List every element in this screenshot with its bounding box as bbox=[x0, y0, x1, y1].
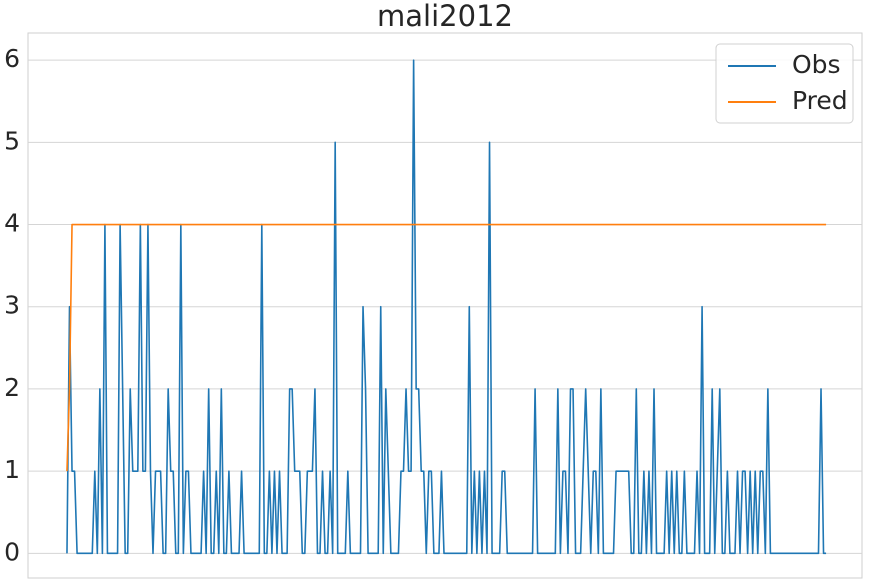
y-tick-label: 2 bbox=[4, 373, 20, 402]
y-tick-label: 6 bbox=[4, 44, 20, 73]
y-tick-label: 3 bbox=[4, 291, 20, 320]
y-tick-label: 5 bbox=[4, 126, 20, 155]
y-tick-label: 4 bbox=[4, 209, 20, 238]
y-tick-label: 0 bbox=[4, 537, 20, 566]
chart-title: mali2012 bbox=[377, 0, 513, 33]
line-series bbox=[66, 223, 827, 472]
legend-label: Pred bbox=[792, 86, 848, 115]
line-series bbox=[66, 59, 827, 555]
legend-box bbox=[715, 43, 854, 124]
legend-label: Obs bbox=[792, 50, 841, 79]
y-tick-label: 1 bbox=[4, 455, 20, 484]
